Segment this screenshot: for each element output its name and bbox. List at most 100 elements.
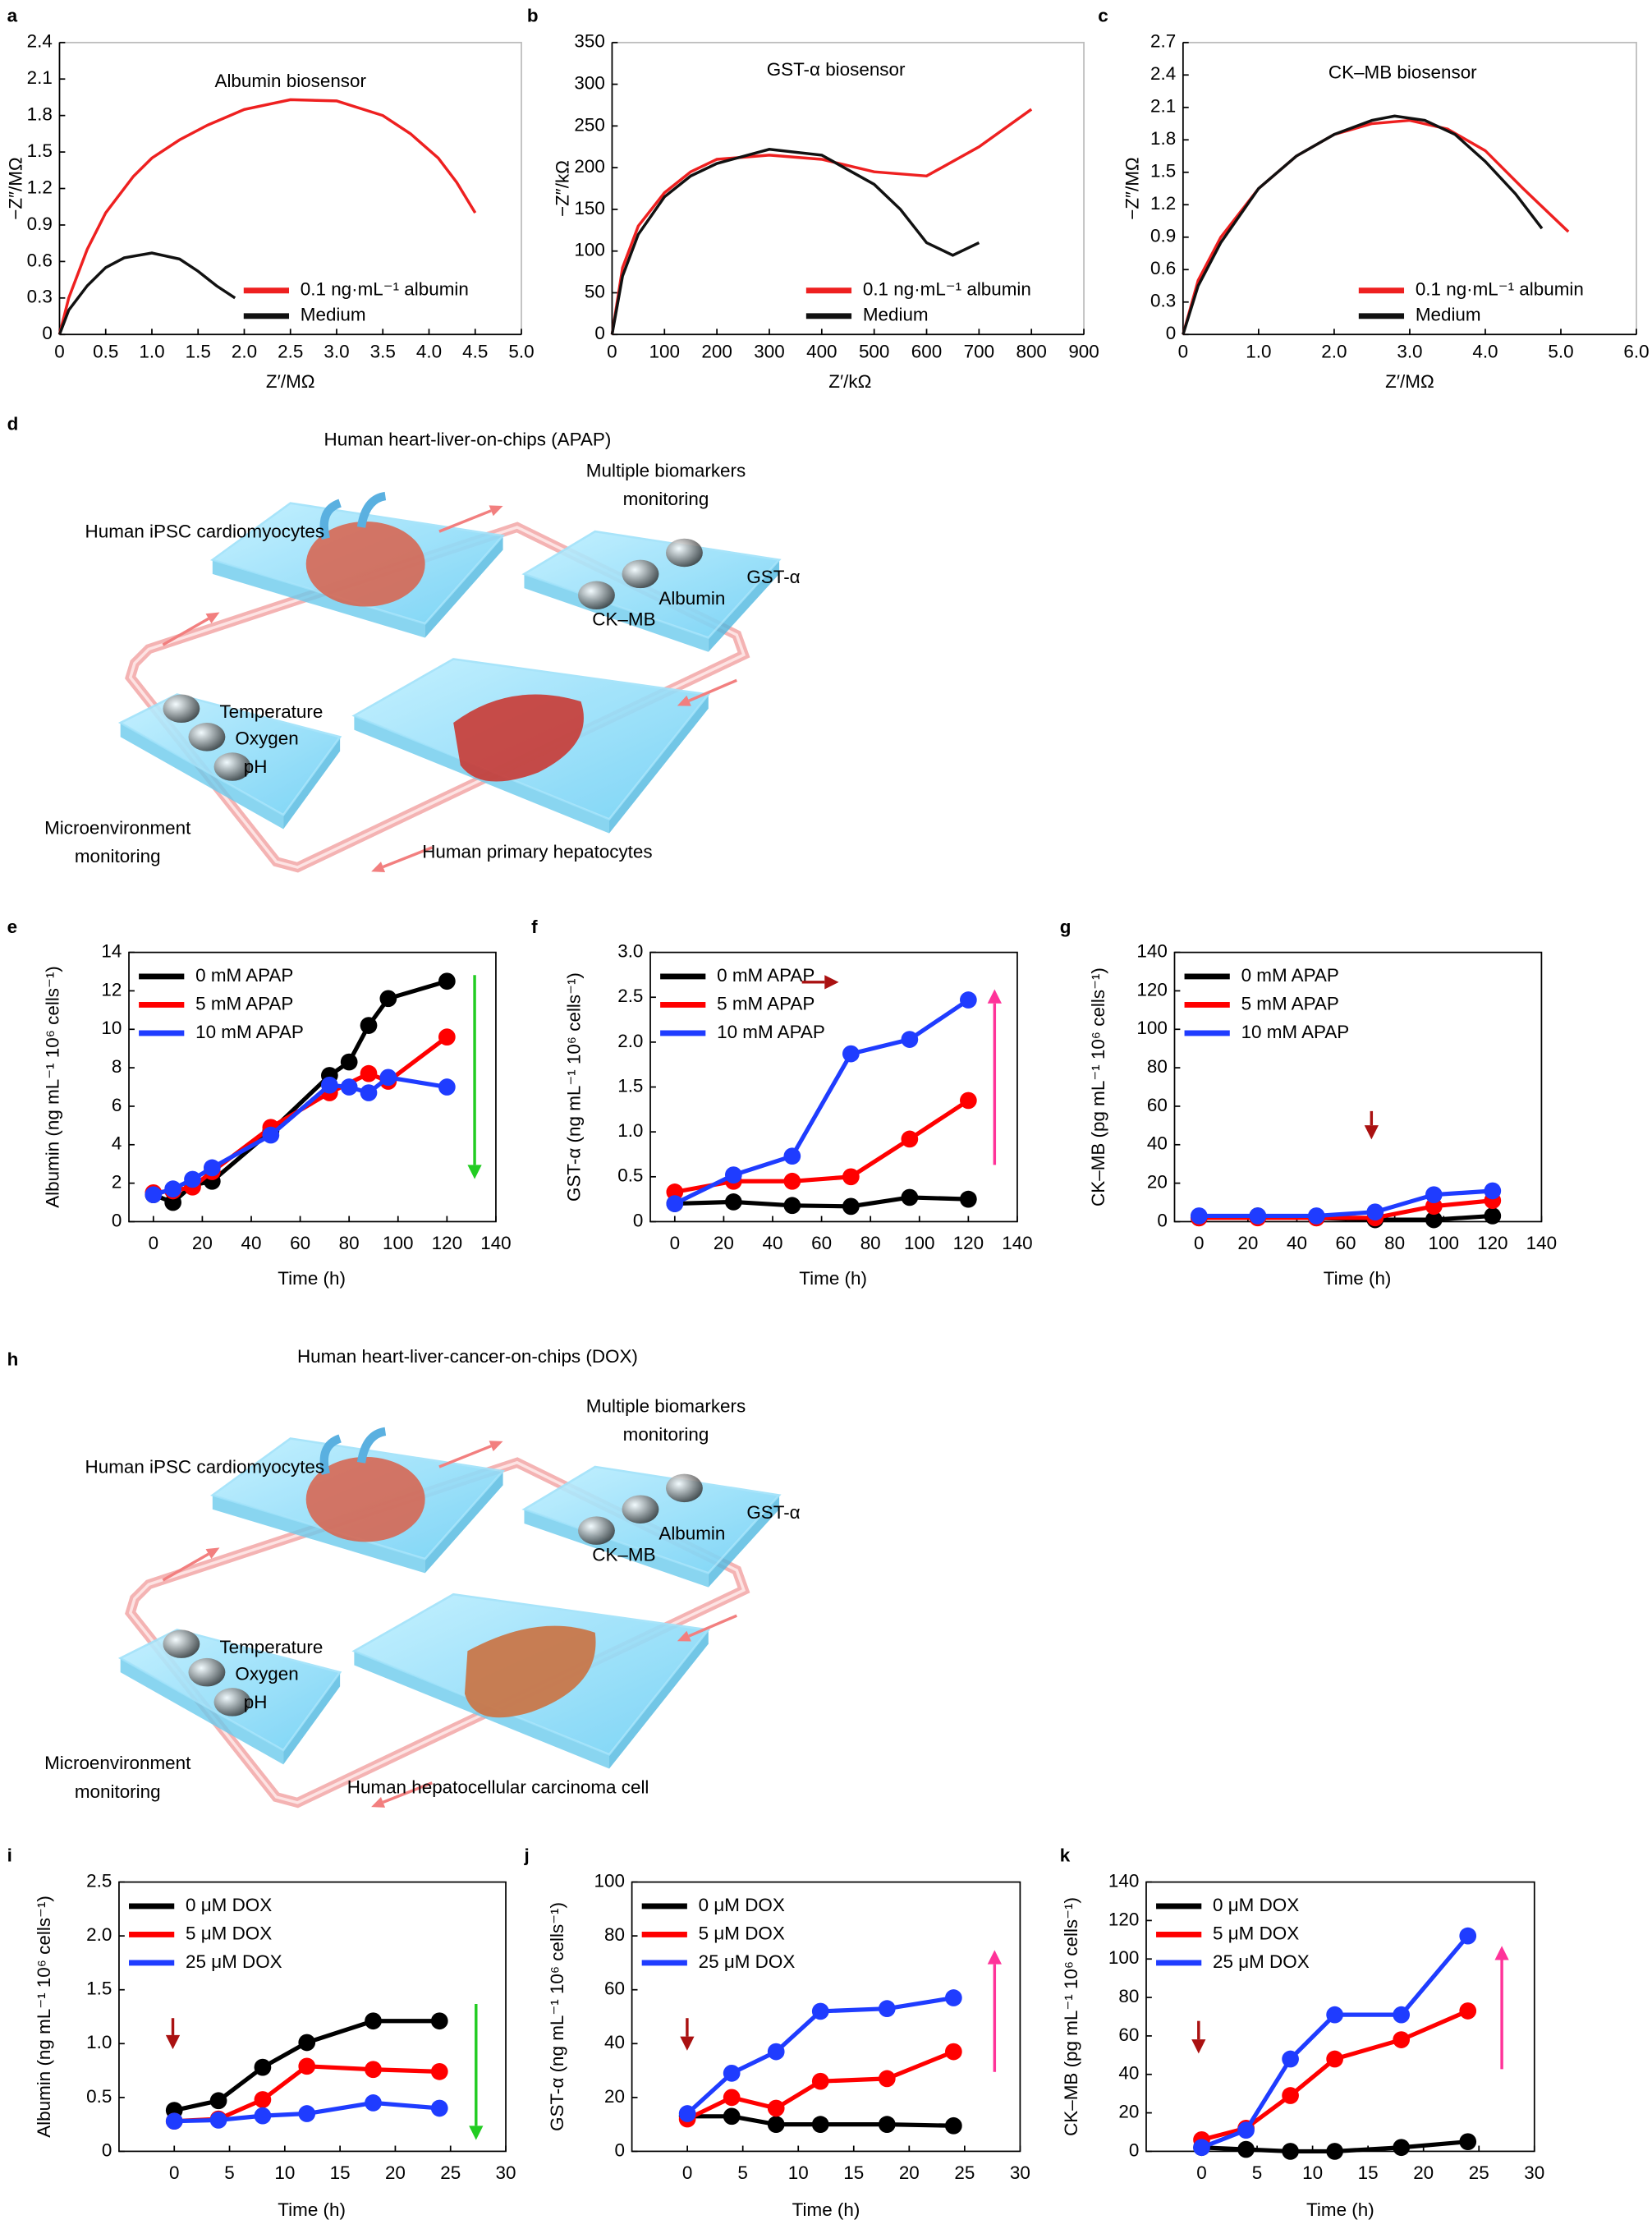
data-point	[1459, 1927, 1477, 1945]
data-point	[1237, 2140, 1255, 2158]
y-tick-label: 60	[1147, 1095, 1168, 1115]
y-tick-label: 120	[1108, 1909, 1139, 1929]
data-point	[209, 2112, 227, 2129]
data-point	[1307, 1207, 1325, 1225]
y-tick-label: 1.0	[617, 1120, 643, 1141]
flow-arrow-head	[371, 862, 386, 872]
x-tick-label: 120	[953, 1233, 984, 1253]
y-tick-label: 0.6	[27, 250, 53, 270]
data-point	[254, 2058, 272, 2076]
y-tick-label: 140	[1136, 941, 1167, 962]
y-axis-label: CK–MB (pg mL⁻¹ 10⁶ cells⁻¹)	[1061, 1897, 1081, 2136]
diagram-label: Albumin	[659, 588, 725, 609]
series-line	[1200, 2009, 1469, 2142]
flow-arrow-head	[677, 1630, 691, 1642]
plot-frame	[631, 1881, 1021, 2153]
plot-frame	[128, 951, 497, 1223]
plot-frame	[1173, 951, 1543, 1223]
panel-letter: a	[7, 6, 18, 26]
x-tick-label: 20	[714, 1233, 734, 1253]
y-tick-label: 140	[1108, 1870, 1139, 1891]
y-tick-label: 1.8	[27, 104, 53, 125]
series-line	[674, 1098, 970, 1194]
diagram-title: Human heart-liver-on-chips (APAP)	[324, 430, 612, 450]
y-tick-label: 0	[1157, 1210, 1167, 1230]
y-tick-label: 20	[1118, 2102, 1139, 2122]
arrow-head	[987, 989, 1002, 1004]
y-tick-label: 14	[101, 941, 122, 962]
x-tick-label: 5	[224, 2162, 234, 2183]
diagram-label: Multiple biomarkers	[586, 461, 746, 481]
data-point	[666, 1195, 684, 1212]
diagram-label: Temperature	[219, 1637, 323, 1657]
legend-label: 0.1 ng·mL⁻¹ albumin	[301, 279, 469, 300]
data-point	[438, 1028, 456, 1046]
data-point	[1366, 1203, 1384, 1221]
data-point	[365, 2094, 382, 2112]
legend-label: 5 mM APAP	[195, 993, 293, 1013]
data-point	[1249, 1207, 1267, 1225]
chip-side	[608, 694, 709, 834]
y-tick-label: 0	[1166, 323, 1176, 343]
arrow-head	[1364, 1125, 1379, 1140]
y-tick-label: 0	[614, 2139, 624, 2160]
panel-letter: d	[7, 414, 19, 434]
heart-vessel	[319, 1427, 387, 1475]
chip-side	[283, 737, 341, 830]
data-point	[842, 1197, 860, 1216]
sensor-electrode	[188, 723, 226, 751]
y-tick-label: 6	[112, 1095, 122, 1115]
x-tick-label: 300	[754, 342, 784, 362]
x-tick-label: 15	[843, 2162, 864, 2183]
data-point	[430, 2012, 448, 2030]
x-axis-label: Z′/MΩ	[266, 371, 315, 392]
x-tick-label: 500	[859, 342, 889, 362]
series-line	[1199, 1188, 1493, 1219]
diagram-label: monitoring	[75, 846, 161, 866]
series-line	[1182, 114, 1544, 335]
chip-side	[283, 1672, 341, 1765]
y-tick-label: 1.5	[27, 140, 53, 161]
data-point	[254, 2107, 272, 2125]
data-point	[340, 1078, 358, 1096]
x-tick-label: 100	[649, 342, 680, 362]
x-axis-label: Time (h)	[278, 2199, 346, 2220]
x-tick-label: 80	[1384, 1233, 1405, 1253]
y-tick-label: 1.8	[1150, 128, 1176, 149]
data-point	[842, 1045, 860, 1063]
x-tick-label: 15	[330, 2162, 351, 2183]
data-point	[767, 2116, 785, 2133]
data-point	[901, 1031, 919, 1048]
flow-arrow	[438, 1445, 492, 1468]
data-point	[1326, 2050, 1343, 2068]
y-tick-label: 2.5	[86, 1870, 112, 1891]
data-point	[878, 2070, 896, 2088]
x-tick-label: 400	[806, 342, 837, 362]
legend-label: 25 μM DOX	[699, 1951, 796, 1972]
x-tick-label: 3.0	[324, 342, 349, 362]
x-axis-label: Time (h)	[792, 2199, 860, 2220]
x-tick-label: 0	[54, 342, 64, 362]
legend-label: 25 μM DOX	[1213, 1951, 1310, 1972]
flow-arrow	[382, 846, 433, 869]
x-tick-label: 20	[385, 2162, 406, 2183]
y-tick-label: 1.0	[86, 2032, 112, 2052]
plot-frame	[118, 1881, 507, 2153]
data-point	[678, 2105, 696, 2122]
arrow-head	[165, 2034, 181, 2050]
x-tick-label: 4.5	[462, 342, 488, 362]
series-line	[152, 979, 448, 1206]
data-point	[1282, 2050, 1299, 2068]
data-point	[901, 1130, 919, 1148]
flow-arrow-head	[489, 505, 503, 517]
data-point	[1425, 1186, 1443, 1204]
data-point	[944, 1989, 962, 2006]
sensor-electrode	[163, 694, 200, 724]
chip-side	[212, 1495, 425, 1574]
y-tick-label: 80	[1118, 1986, 1139, 2006]
x-axis-label: Z′/MΩ	[1385, 371, 1434, 392]
data-point	[365, 2061, 382, 2079]
panel-letter: f	[531, 917, 538, 937]
x-tick-label: 120	[432, 1233, 462, 1253]
panel-letter: b	[527, 6, 539, 26]
